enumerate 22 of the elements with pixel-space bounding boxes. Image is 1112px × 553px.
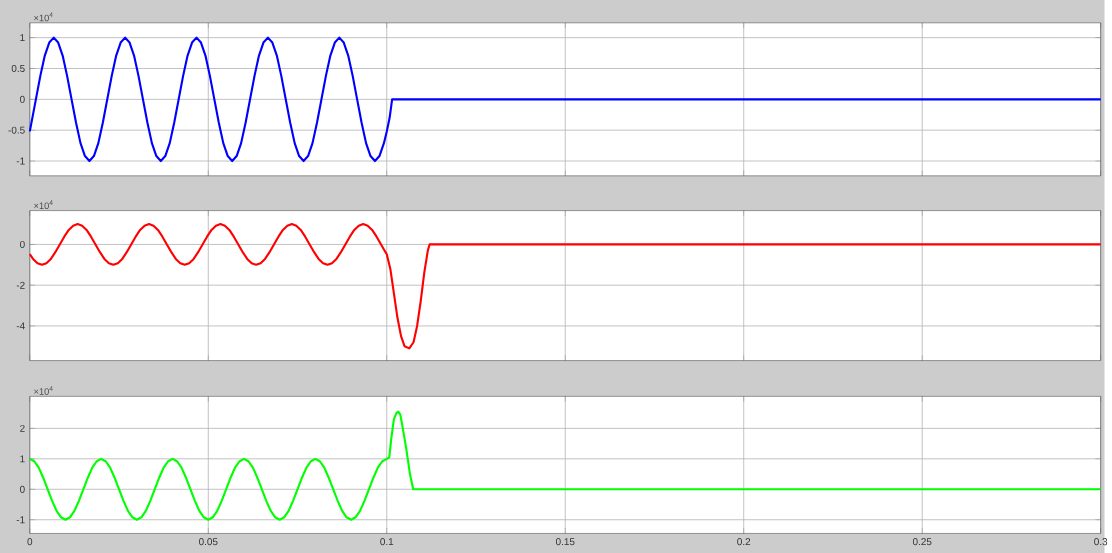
y-tick-label: -1 [16, 516, 25, 523]
x-tick-label: 0.2 [737, 537, 751, 546]
text: ×10$^{4}$ [34, 385, 53, 395]
y-tick-label: 2 [20, 424, 25, 432]
y-tick-label: -1 [16, 157, 25, 165]
y-tick-label: -4 [16, 322, 25, 330]
x-tick-label: 0.25 [912, 537, 932, 546]
y-tick-label: 1 [20, 455, 25, 463]
x-tick-label: 0 [27, 537, 33, 546]
text: ×10$^{4}$ [34, 12, 53, 22]
text: ×10$^{4}$ [34, 200, 53, 209]
x-tick-label: 0.1 [380, 537, 394, 546]
x-tick-label: 0.3 [1094, 537, 1108, 546]
y-tick-label: 0 [20, 485, 25, 493]
y-tick-label: 0 [20, 240, 25, 248]
y-tick-label: -0.5 [8, 126, 25, 134]
y-tick-label: 0.5 [11, 64, 25, 72]
y-tick-label: 0 [20, 95, 25, 103]
x-tick-label: 0.05 [199, 537, 218, 546]
x-tick-label: 0.15 [555, 537, 575, 546]
y-tick-label: 1 [20, 34, 25, 41]
y-tick-label: -2 [16, 281, 25, 289]
